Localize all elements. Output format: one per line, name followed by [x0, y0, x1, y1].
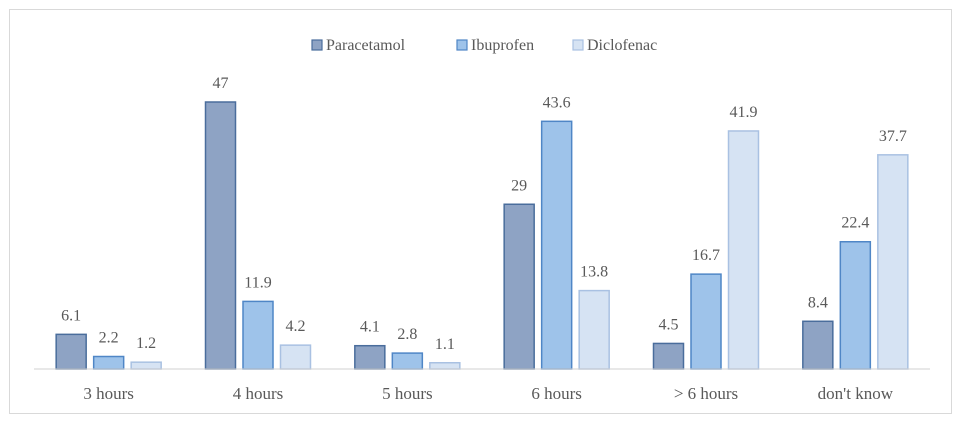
x-tick-label-5-hours: 5 hours: [382, 384, 433, 403]
data-label-diclofenac-6-hours: 41.9: [730, 104, 758, 121]
data-labels: 6.1 2.2 1.2 47 11.9 4.2 4.1 2.8 1.1 29 43.6 13.8 4.5…: [61, 75, 907, 353]
data-label-diclofenac-5-hours: 1.1: [435, 336, 455, 353]
chart-frame: Paracetamol Ibuprofen Diclofenac 6.1 2.2 1.2…: [9, 9, 952, 414]
data-label-ibuprofen-don-t-know: 22.4: [841, 215, 869, 232]
bar-diclofenac-don-t-know: [877, 154, 909, 370]
bar-diclofenac-3-hours: [130, 361, 162, 370]
data-label-ibuprofen-4-hours: 11.9: [244, 274, 271, 291]
x-tick-label-6-hours: > 6 hours: [674, 384, 738, 403]
bar-paracetamol-4-hours: [204, 101, 237, 370]
bar-paracetamol-3-hours: [55, 333, 87, 370]
x-tick-label-3-hours: 3 hours: [83, 384, 134, 403]
legend-swatch-ibuprofen: [456, 39, 468, 51]
legend-label-paracetamol: Paracetamol: [326, 37, 406, 54]
x-tick-label-6-hours: 6 hours: [531, 384, 582, 403]
x-tick-label-4-hours: 4 hours: [233, 384, 284, 403]
data-label-diclofenac-don-t-know: 37.7: [879, 128, 907, 145]
data-label-ibuprofen-6-hours: 43.6: [543, 94, 571, 111]
data-label-paracetamol-4-hours: 47: [213, 75, 229, 92]
bar-ibuprofen-6-hours: [540, 120, 573, 370]
data-label-ibuprofen-6-hours: 16.7: [692, 247, 720, 264]
bar-paracetamol-6-hours: [652, 342, 685, 370]
bar-ibuprofen-5-hours: [391, 352, 424, 370]
bar-paracetamol-5-hours: [354, 344, 386, 370]
bar-diclofenac-5-hours: [429, 362, 461, 370]
data-label-ibuprofen-5-hours: 2.8: [397, 326, 417, 343]
bars: [55, 101, 909, 370]
data-label-paracetamol-5-hours: 4.1: [360, 319, 380, 336]
data-label-diclofenac-4-hours: 4.2: [286, 318, 306, 335]
data-label-diclofenac-6-hours: 13.8: [580, 264, 608, 281]
bar-paracetamol-6-hours: [503, 203, 535, 370]
data-label-paracetamol-3-hours: 6.1: [61, 307, 81, 324]
bar-diclofenac-6-hours: [578, 289, 610, 370]
bar-ibuprofen-3-hours: [92, 355, 125, 370]
bar-chart: Paracetamol Ibuprofen Diclofenac 6.1 2.2 1.2…: [34, 37, 930, 403]
bar-ibuprofen-4-hours: [242, 300, 274, 370]
data-label-diclofenac-3-hours: 1.2: [136, 335, 156, 352]
data-label-paracetamol-don-t-know: 8.4: [808, 294, 828, 311]
x-tick-label-don-t-know: don't know: [818, 384, 894, 403]
x-tick-labels: 3 hours 4 hours 5 hours 6 hours > 6 hours don…: [83, 384, 893, 403]
data-label-paracetamol-6-hours: 4.5: [659, 316, 679, 333]
data-label-paracetamol-6-hours: 29: [511, 177, 527, 194]
data-label-ibuprofen-3-hours: 2.2: [99, 330, 119, 347]
legend-swatch-diclofenac: [572, 39, 584, 51]
bar-ibuprofen-don-t-know: [839, 240, 872, 370]
legend-label-ibuprofen: Ibuprofen: [471, 37, 534, 54]
legend-swatch-paracetamol: [311, 39, 323, 51]
bar-diclofenac-4-hours: [279, 344, 312, 370]
bar-ibuprofen-6-hours: [690, 273, 722, 370]
legend-label-diclofenac: Diclofenac: [587, 37, 657, 54]
bar-diclofenac-6-hours: [727, 130, 760, 370]
legend: Paracetamol Ibuprofen Diclofenac: [311, 37, 657, 54]
bar-paracetamol-don-t-know: [802, 320, 834, 370]
